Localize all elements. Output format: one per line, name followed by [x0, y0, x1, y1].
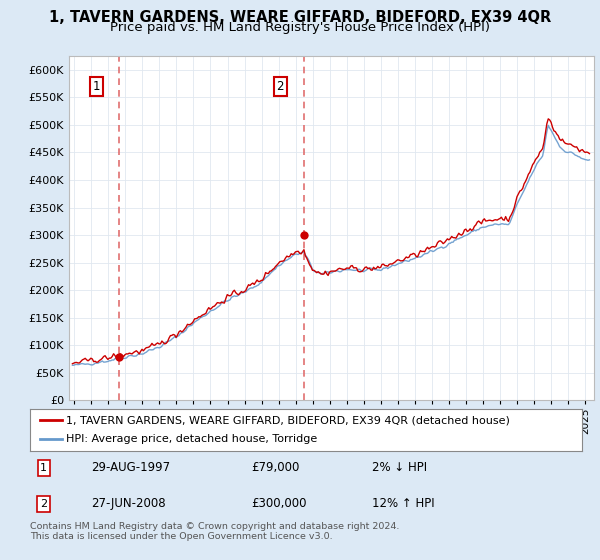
Text: 12% ↑ HPI: 12% ↑ HPI [372, 497, 435, 510]
Text: 1, TAVERN GARDENS, WEARE GIFFARD, BIDEFORD, EX39 4QR: 1, TAVERN GARDENS, WEARE GIFFARD, BIDEFO… [49, 10, 551, 25]
Text: 27-JUN-2008: 27-JUN-2008 [91, 497, 166, 510]
Text: 29-AUG-1997: 29-AUG-1997 [91, 461, 170, 474]
Text: £300,000: £300,000 [251, 497, 307, 510]
Text: Price paid vs. HM Land Registry's House Price Index (HPI): Price paid vs. HM Land Registry's House … [110, 21, 490, 34]
Text: 1: 1 [92, 80, 100, 93]
Text: 2: 2 [40, 499, 47, 509]
Text: Contains HM Land Registry data © Crown copyright and database right 2024.
This d: Contains HM Land Registry data © Crown c… [30, 522, 400, 542]
Text: 1: 1 [40, 463, 47, 473]
Text: 2% ↓ HPI: 2% ↓ HPI [372, 461, 427, 474]
Text: HPI: Average price, detached house, Torridge: HPI: Average price, detached house, Torr… [66, 435, 317, 445]
Text: 1, TAVERN GARDENS, WEARE GIFFARD, BIDEFORD, EX39 4QR (detached house): 1, TAVERN GARDENS, WEARE GIFFARD, BIDEFO… [66, 415, 510, 425]
Text: 2: 2 [277, 80, 284, 93]
Text: £79,000: £79,000 [251, 461, 299, 474]
